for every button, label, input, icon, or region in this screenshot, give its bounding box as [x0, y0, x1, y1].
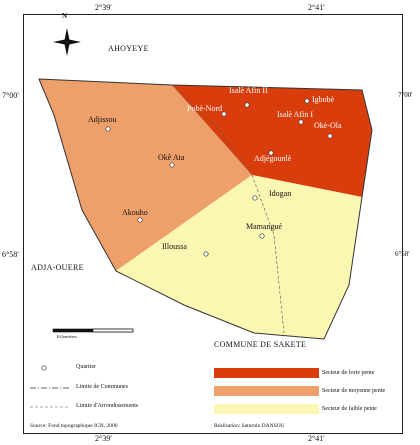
place-illoussa: Illoussa [162, 242, 187, 251]
place-idogan: Idogan [269, 189, 292, 198]
legend-arrondissement-label: Limite d'Arrondissements [76, 403, 139, 409]
region-sakete: COMMUNE DE SAKETE [214, 340, 307, 349]
north-label: N [62, 12, 68, 20]
coord-top-right: 2°41' [308, 3, 325, 12]
coord-left-lower: 6°58' [2, 250, 19, 259]
arrondissement-limit [171, 84, 253, 176]
footer-realisation: Réalisation: Saturnin DANSOU [214, 423, 285, 429]
scale-bar [52, 328, 134, 333]
footer-source: Source: Fond topographique IGN, 2000 [30, 423, 118, 429]
coord-left-upper: 7°00' [2, 91, 19, 100]
legend: Quartier Limite de Communes Limite d'Arr… [23, 361, 403, 434]
coord-right-upper: 7°00' [398, 91, 413, 99]
place-igbobe: Igbobè [312, 95, 335, 104]
coord-top-left: 2°39' [95, 3, 112, 12]
marker-pobe-nord [221, 111, 227, 117]
commune-boundary [38, 78, 373, 340]
arrondissement-limit [251, 174, 285, 334]
place-mamangue: Mamangué [246, 222, 282, 231]
legend-symbols [30, 365, 70, 408]
marker-oke-ola [327, 133, 333, 139]
zone-faible-pente [116, 175, 362, 339]
marker-adjegounle [268, 150, 274, 156]
legend-forte-swatch [214, 368, 319, 378]
marker-illoussa [203, 251, 209, 257]
place-isale-afin-i: Isalè Afin I [277, 110, 313, 119]
legend-moyenne-label: Secteur de moyenne pente [322, 388, 386, 394]
place-pobe-nord: Pobè-Nord [187, 104, 223, 113]
map-canvas [38, 28, 373, 340]
legend-quartier-symbol [41, 365, 47, 371]
legend-quartier-label: Quartier [76, 364, 96, 370]
legend-forte-label: Secteur de forte pente [322, 370, 375, 376]
map-frame: N AHOYEYE ADJA-OUERE COMMUNE DE SAKETE A… [23, 12, 403, 362]
marker-idogan [252, 195, 258, 201]
legend-commune-label: Limite de Communes [76, 384, 128, 390]
marker-oke-ata [169, 162, 175, 168]
place-oke-ata: Okê Ata [158, 153, 185, 162]
coord-right-lower: 6°58' [395, 250, 410, 258]
coord-bottom-right: 2°41' [308, 434, 325, 443]
place-adjissou: Adjissou [88, 115, 117, 124]
legend-faible-label: Secteur de faible pente [322, 406, 377, 412]
marker-mamangue [259, 233, 265, 239]
scale-label: Kilomètres [57, 334, 77, 339]
marker-igbobe [304, 98, 310, 104]
legend-faible-swatch [214, 404, 319, 414]
marker-akouho [137, 217, 143, 223]
place-akouho: Akouho [122, 208, 148, 217]
place-isale-afin-ii: Isalè Afin II [229, 86, 268, 95]
marker-adjissou [105, 126, 111, 132]
north-arrow-icon [53, 28, 81, 56]
legend-moyenne-swatch [214, 386, 319, 396]
marker-isale-afin-i [298, 119, 304, 125]
place-adjegounle: Adjégounlè [254, 154, 292, 163]
zone-moyenne-pente [39, 79, 252, 271]
region-adja-ouere: ADJA-OUERE [31, 263, 84, 272]
marker-isale-afin-ii [244, 102, 250, 108]
place-oke-ola: Okè-Ola [314, 121, 342, 130]
region-ahoyeye: AHOYEYE [108, 44, 149, 53]
coord-bottom-left: 2°39' [95, 434, 112, 443]
